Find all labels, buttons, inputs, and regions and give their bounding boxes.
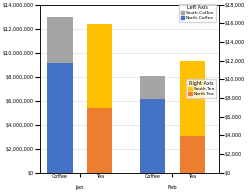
Bar	[180, 61, 205, 136]
Bar	[180, 136, 205, 173]
Bar	[87, 108, 112, 173]
Bar	[47, 63, 73, 173]
Bar	[140, 76, 165, 99]
Bar	[47, 17, 73, 63]
Bar	[140, 99, 165, 173]
Legend: South-Tea, North-Tea: South-Tea, North-Tea	[186, 79, 217, 98]
Bar	[87, 24, 112, 108]
